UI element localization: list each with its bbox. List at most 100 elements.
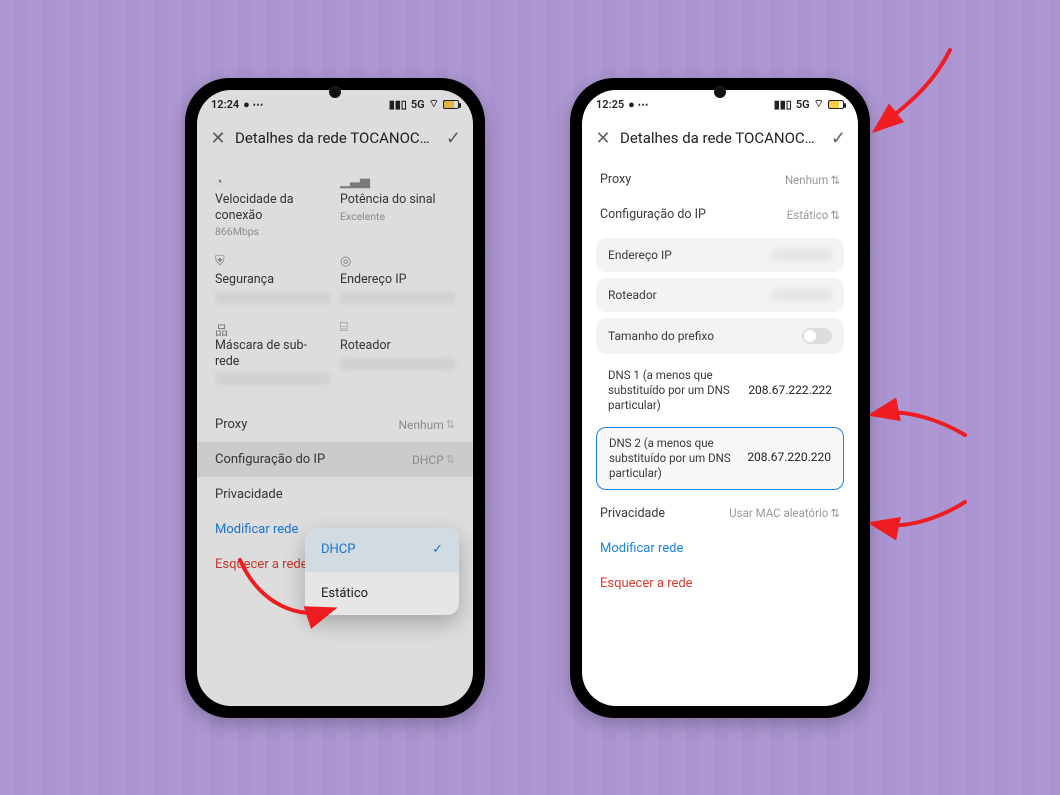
row-proxy[interactable]: Proxy Nenhum⇅ [582, 162, 858, 197]
speed-label: Velocidade da conexão [215, 192, 330, 223]
proxy-value: Nenhum [785, 173, 828, 187]
row-privacy[interactable]: Privacidade [197, 477, 473, 512]
proxy-value: Nenhum [398, 418, 443, 432]
blur-ip-value [772, 249, 832, 261]
content-right: Proxy Nenhum⇅ Configuração do IP Estátic… [582, 158, 858, 706]
close-icon[interactable]: ✕ [209, 128, 227, 149]
link-modify[interactable]: Modificar rede [582, 531, 858, 566]
ipconfig-value: DHCP [412, 453, 444, 467]
updown-icon: ⇅ [830, 173, 840, 187]
dns2-label: DNS 2 (a menos que substituído por um DN… [609, 436, 747, 481]
signal-icon: ▮▮▯ [389, 98, 407, 111]
option-dhcp-label: DHCP [321, 542, 355, 557]
ipconfig-value: Estático [787, 208, 829, 222]
privacy-label: Privacidade [600, 506, 665, 521]
battery-icon [443, 100, 459, 109]
blur-ip [340, 292, 455, 304]
camera-notch [329, 86, 341, 98]
ipconfig-label: Configuração do IP [215, 452, 325, 467]
status-dots: ● ⋯ [243, 98, 263, 111]
privacy-label: Privacidade [215, 487, 283, 502]
speed-value: 866Mbps [215, 225, 330, 238]
background-pattern [0, 0, 1060, 795]
status-dots: ● ⋯ [628, 98, 648, 111]
updown-icon: ⇅ [446, 418, 455, 431]
title-bar: ✕ Detalhes da rede TOCANOC… ✓ [197, 118, 473, 158]
status-time: 12:24 [211, 98, 239, 111]
cell-mask: 品 Máscara de sub-rede [215, 320, 330, 385]
field-dns1[interactable]: DNS 1 (a menos que substituído por um DN… [596, 360, 844, 421]
updown-icon: ⇅ [446, 453, 455, 466]
pin-icon: ◎ [340, 254, 455, 268]
content-left: ◔ Velocidade da conexão 866Mbps ▁▃▅ Potê… [197, 158, 473, 706]
prefix-field-label: Tamanho do prefixo [608, 329, 714, 343]
security-label: Segurança [215, 272, 330, 288]
screen-left: 12:24 ● ⋯ ▮▮▯ 5G ⌔ ✕ Detalhes da rede TO… [197, 90, 473, 706]
field-prefix[interactable]: Tamanho do prefixo [596, 318, 844, 354]
network-5g: 5G [796, 98, 810, 111]
signal-icon: ▮▮▯ [774, 98, 792, 111]
dns1-label: DNS 1 (a menos que substituído por um DN… [608, 368, 748, 413]
router-field-label: Roteador [608, 288, 657, 302]
wifi-icon: ⌔ [429, 97, 439, 111]
proxy-label: Proxy [215, 417, 247, 432]
cell-ip: ◎ Endereço IP [340, 254, 455, 304]
privacy-value: Usar MAC aleatório [729, 506, 828, 520]
option-dhcp[interactable]: DHCP ✓ [305, 528, 459, 571]
row-ipconfig[interactable]: Configuração do IP Estático⇅ [582, 197, 858, 232]
close-icon[interactable]: ✕ [594, 128, 612, 149]
updown-icon: ⇅ [830, 208, 840, 222]
cell-speed: ◔ Velocidade da conexão 866Mbps [215, 174, 330, 238]
dns1-value: 208.67.222.222 [748, 383, 832, 399]
link-forget-text: Esquecer a rede [215, 557, 308, 572]
mask-label: Máscara de sub-rede [215, 338, 330, 369]
ipconfig-popup: DHCP ✓ Estático [305, 528, 459, 615]
ip-field-label: Endereço IP [608, 248, 672, 262]
confirm-icon[interactable]: ✓ [446, 128, 461, 149]
option-static-label: Estático [321, 586, 368, 601]
field-ip[interactable]: Endereço IP [596, 238, 844, 272]
row-privacy[interactable]: Privacidade Usar MAC aleatório⇅ [582, 496, 858, 531]
ip-label: Endereço IP [340, 272, 455, 288]
link-modify-text: Modificar rede [600, 541, 683, 556]
link-modify-text: Modificar rede [215, 522, 298, 537]
field-dns2[interactable]: DNS 2 (a menos que substituído por um DN… [596, 427, 844, 490]
battery-icon [828, 100, 844, 109]
option-static[interactable]: Estático [305, 571, 459, 615]
wifi-icon: ⌔ [814, 97, 824, 111]
field-router[interactable]: Roteador [596, 278, 844, 312]
cell-security: ⛨ Segurança [215, 254, 330, 304]
row-proxy[interactable]: Proxy Nenhum⇅ [197, 407, 473, 442]
blur-security [215, 292, 330, 304]
confirm-icon[interactable]: ✓ [831, 128, 846, 149]
info-grid: ◔ Velocidade da conexão 866Mbps ▁▃▅ Potê… [197, 162, 473, 393]
cell-router: ⌸ Roteador [340, 320, 455, 385]
phone-right: 12:25 ● ⋯ ▮▮▯ 5G ⌔ ✕ Detalhes da rede TO… [570, 78, 870, 718]
row-ipconfig[interactable]: Configuração do IP DHCP⇅ [197, 442, 473, 477]
ipconfig-label: Configuração do IP [600, 207, 706, 222]
updown-icon: ⇅ [830, 506, 840, 520]
page-title: Detalhes da rede TOCANOC… [620, 129, 823, 147]
router-label: Roteador [340, 338, 455, 354]
router-icon: ⌸ [340, 320, 455, 334]
cell-signal: ▁▃▅ Potência do sinal Excelente [340, 174, 455, 238]
blur-router-value [772, 289, 832, 301]
network-5g: 5G [411, 98, 425, 111]
link-forget-text: Esquecer a rede [600, 576, 693, 591]
speedometer-icon: ◔ [215, 174, 330, 188]
page-title: Detalhes da rede TOCANOC… [235, 129, 438, 147]
title-bar: ✕ Detalhes da rede TOCANOC… ✓ [582, 118, 858, 158]
signal-value: Excelente [340, 210, 455, 223]
signal-bars-icon: ▁▃▅ [340, 174, 455, 188]
proxy-label: Proxy [600, 172, 631, 187]
signal-label: Potência do sinal [340, 192, 455, 208]
blur-router [340, 358, 455, 370]
dns2-value: 208.67.220.220 [747, 450, 831, 466]
link-forget[interactable]: Esquecer a rede [582, 566, 858, 601]
status-time: 12:25 [596, 98, 624, 111]
phone-left: 12:24 ● ⋯ ▮▮▯ 5G ⌔ ✕ Detalhes da rede TO… [185, 78, 485, 718]
camera-notch [714, 86, 726, 98]
shield-icon: ⛨ [215, 254, 330, 268]
prefix-toggle[interactable] [802, 328, 832, 344]
screen-right: 12:25 ● ⋯ ▮▮▯ 5G ⌔ ✕ Detalhes da rede TO… [582, 90, 858, 706]
